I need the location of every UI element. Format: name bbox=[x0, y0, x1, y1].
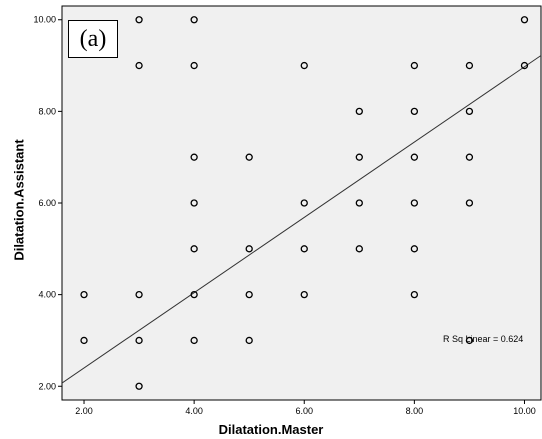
data-point bbox=[520, 16, 529, 24]
data-point bbox=[190, 290, 198, 299]
x-axis-ticks: 2.00 4.00 6.00 8.00 10.00 bbox=[75, 400, 536, 416]
data-point bbox=[410, 153, 419, 161]
data-point bbox=[410, 290, 419, 299]
y-tick-label: 2.00 bbox=[38, 381, 56, 391]
data-point bbox=[245, 290, 253, 299]
data-point bbox=[410, 61, 419, 70]
fit-line-group bbox=[61, 55, 542, 384]
data-point bbox=[135, 290, 143, 299]
data-point bbox=[355, 199, 363, 207]
data-point bbox=[135, 61, 143, 70]
data-point bbox=[520, 61, 529, 70]
y-tick-label: 4.00 bbox=[38, 290, 56, 300]
data-point bbox=[465, 61, 474, 70]
data-point bbox=[300, 199, 308, 207]
data-point bbox=[355, 245, 363, 253]
x-tick-label: 4.00 bbox=[185, 406, 203, 416]
data-point bbox=[80, 336, 88, 345]
x-tick-label: 10.00 bbox=[513, 406, 536, 416]
x-tick-label: 8.00 bbox=[406, 406, 424, 416]
data-point bbox=[135, 16, 143, 24]
data-point bbox=[465, 199, 474, 207]
y-tick-label: 10.00 bbox=[33, 15, 56, 25]
y-axis-ticks: 2.00 4.00 6.00 8.00 10.00 bbox=[33, 15, 62, 391]
y-tick-label: 6.00 bbox=[38, 198, 56, 208]
data-point bbox=[465, 153, 474, 161]
data-point bbox=[190, 199, 198, 207]
data-point bbox=[245, 153, 253, 161]
data-point bbox=[410, 107, 419, 116]
panel-label: (a) bbox=[68, 20, 118, 58]
y-tick-label: 8.00 bbox=[38, 106, 56, 116]
data-point bbox=[465, 336, 474, 345]
data-point bbox=[410, 199, 419, 207]
data-point bbox=[135, 336, 143, 345]
data-point bbox=[355, 107, 363, 116]
data-point bbox=[190, 61, 198, 70]
data-point bbox=[245, 245, 253, 253]
data-point bbox=[190, 336, 198, 345]
data-point bbox=[190, 16, 198, 24]
x-axis-label: Dilatation.Master bbox=[218, 422, 324, 437]
x-tick-label: 6.00 bbox=[295, 406, 313, 416]
data-point bbox=[410, 245, 419, 253]
data-point bbox=[355, 153, 363, 161]
data-point bbox=[80, 290, 88, 299]
y-axis-label: Dilatation.Assistant bbox=[11, 139, 27, 261]
data-point bbox=[300, 245, 308, 253]
data-point bbox=[245, 336, 253, 345]
data-point bbox=[300, 290, 308, 299]
data-point bbox=[190, 245, 198, 253]
data-point bbox=[190, 153, 198, 161]
r-squared-annotation: R Sq Linear = 0.624 bbox=[443, 334, 524, 344]
regression-line bbox=[61, 55, 542, 384]
x-tick-label: 2.00 bbox=[75, 406, 93, 416]
data-points bbox=[80, 16, 529, 390]
data-point bbox=[465, 107, 474, 116]
data-point bbox=[135, 382, 143, 390]
data-point bbox=[300, 61, 308, 70]
